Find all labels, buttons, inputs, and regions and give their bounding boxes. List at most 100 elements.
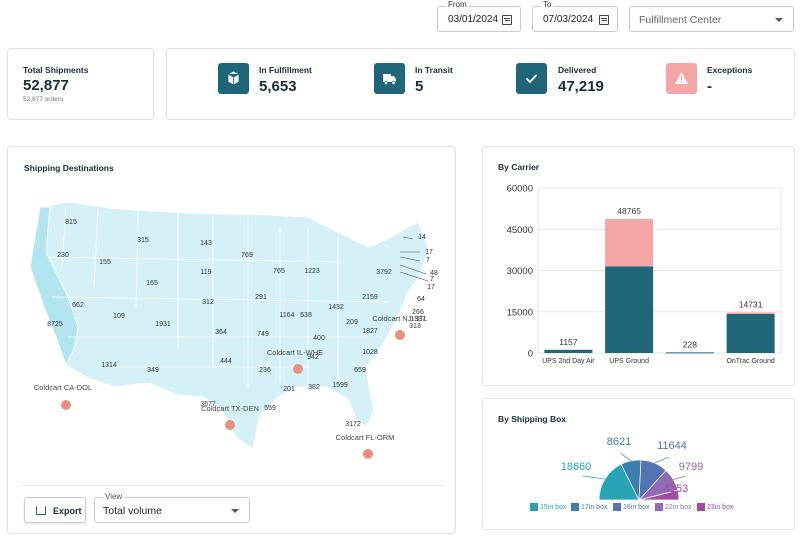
warehouse-pin[interactable] — [363, 449, 373, 459]
warehouse-label: Coldcart NJ-STL — [372, 314, 427, 323]
x-tick-label: UPS 2nd Day Air — [542, 358, 595, 365]
chevron-down-icon — [775, 18, 783, 22]
state-value-label: 1223 — [304, 268, 320, 275]
state-value-label: 662 — [72, 302, 84, 309]
export-label: Export — [53, 506, 82, 516]
state-value-label: 109 — [113, 313, 125, 320]
carrier-bar-segment[interactable] — [544, 349, 593, 353]
legend-label: 15in box — [540, 503, 567, 511]
shipping-destinations-card: Shipping Destinations 815 230 155 315 143 769… — [7, 146, 456, 534]
in-transit-label: In Transit — [415, 65, 453, 75]
from-label: From — [446, 0, 469, 9]
us-land — [29, 201, 429, 450]
to-date-picker[interactable]: To 07/03/2024 — [532, 0, 618, 32]
state-value-label: 64 — [417, 296, 425, 303]
carrier-bar-segment[interactable] — [726, 313, 775, 353]
state-value-label: 7 — [426, 257, 430, 264]
state-value-label: 14 — [418, 234, 426, 241]
view-value: Total volume — [103, 505, 162, 517]
y-tick-label: 45000 — [507, 225, 533, 236]
pie-slice[interactable] — [638, 489, 680, 501]
legend-item: 17in box — [571, 503, 607, 511]
state-borders — [47, 206, 389, 387]
state-value-label: 1931 — [155, 321, 171, 328]
state-value-label: 3172 — [345, 421, 361, 428]
delivered-label: Delivered — [558, 65, 597, 75]
warehouse-pin[interactable] — [293, 364, 303, 374]
state-value-label: 17 — [425, 249, 433, 256]
state-value-label: 143 — [200, 240, 212, 247]
state-value-label: 1599 — [332, 382, 348, 389]
bar-total-label: 228 — [683, 339, 697, 349]
carrier-bar-chart: 0 15000 30000 45000 60000 1157 UPS 2nd Day Air… — [507, 184, 782, 365]
bar-total-label: 1157 — [559, 337, 578, 347]
y-tick-label: 0 — [528, 349, 533, 360]
pie-leader-line — [582, 475, 606, 480]
legend-label: 23in box — [707, 503, 734, 511]
state-value-label: 1432 — [328, 304, 344, 311]
to-date-value: 07/03/2024 — [543, 14, 594, 25]
state-value-label: 201 — [283, 386, 295, 393]
warehouse-label: Coldcart TX-DEN — [201, 404, 259, 413]
legend-swatch — [655, 503, 663, 511]
warehouse-labels: Coldcart CA-DOL Coldcart IL-WHE Coldcart N… — [34, 314, 428, 459]
pie-leader-line — [654, 456, 669, 464]
download-icon — [36, 506, 46, 515]
carrier-bar-segment[interactable] — [605, 218, 654, 267]
by-carrier-title: By Carrier — [498, 162, 540, 172]
view-select[interactable]: View Total volume — [94, 492, 250, 523]
calendar-icon[interactable] — [502, 15, 512, 25]
leader-line — [399, 271, 429, 282]
pie-leader-line — [672, 494, 679, 497]
state-value-label: 1397 — [410, 316, 426, 323]
y-tick-label: 30000 — [507, 266, 533, 277]
from-date-picker[interactable]: From 03/01/2024 — [437, 0, 521, 32]
warehouse-pin[interactable] — [61, 400, 71, 410]
warehouse-label: Coldcart IL-WHE — [267, 348, 323, 357]
in-fulfillment-value: 5,653 — [259, 78, 297, 95]
total-shipments-value: 52,877 — [23, 77, 69, 94]
pie-slice[interactable] — [598, 463, 640, 501]
state-value-label: 815 — [65, 219, 77, 226]
fulfillment-center-select[interactable]: Fulfillment Center — [629, 6, 794, 32]
california-shape — [29, 206, 79, 367]
state-value-label: 400 — [313, 335, 325, 342]
export-button[interactable]: Export — [24, 497, 86, 523]
by-shipping-box-title: By Shipping Box — [498, 414, 566, 424]
y-tick-label: 15000 — [507, 307, 533, 318]
warehouse-pin[interactable] — [225, 420, 235, 430]
box-icon — [218, 63, 249, 94]
carrier-bar-segment[interactable] — [726, 312, 775, 314]
pie-value-label: 11644 — [657, 440, 687, 452]
carrier-bar-segment[interactable] — [605, 266, 654, 353]
legend-item: 23in box — [697, 503, 733, 511]
by-shipping-box-card: By Shipping Box 18660 8621 11644 9799 4153 1… — [482, 398, 795, 530]
state-value-label: 942 — [307, 354, 319, 361]
truck-icon — [374, 63, 405, 94]
pie-leader-line — [620, 453, 632, 462]
total-shipments-label: Total Shipments — [23, 65, 89, 75]
state-value-label: 291 — [255, 294, 267, 301]
calendar-icon[interactable] — [599, 15, 609, 25]
state-value-label: 3677 — [200, 401, 216, 408]
state-value-label: 8725 — [47, 321, 63, 328]
legend-label: 16in box — [623, 503, 650, 511]
view-label: View — [103, 492, 125, 501]
leader-line — [399, 264, 427, 275]
state-value-label: 313 — [409, 323, 421, 330]
state-value-label: 659 — [354, 367, 366, 374]
from-date-value: 03/01/2024 — [448, 14, 499, 25]
legend-swatch — [530, 503, 538, 511]
total-shipments-card: Total Shipments 52,877 52,877 orders — [7, 48, 154, 120]
warehouse-label: Coldcart CA-DOL — [34, 383, 92, 392]
status-summary-card: In Fulfillment 5,653 In Transit 5 Delive… — [166, 48, 795, 120]
leader-line — [402, 236, 414, 240]
carrier-bar-segment[interactable] — [665, 352, 714, 354]
legend-label: 22in box — [665, 503, 692, 511]
state-value-label: 266 — [412, 309, 424, 316]
shipping-box-pie: 18660 8621 11644 9799 4153 — [561, 436, 703, 502]
state-value-label: 769 — [241, 252, 253, 259]
total-orders-subtext: 52,877 orders — [23, 96, 64, 103]
warehouse-pin[interactable] — [395, 330, 405, 340]
